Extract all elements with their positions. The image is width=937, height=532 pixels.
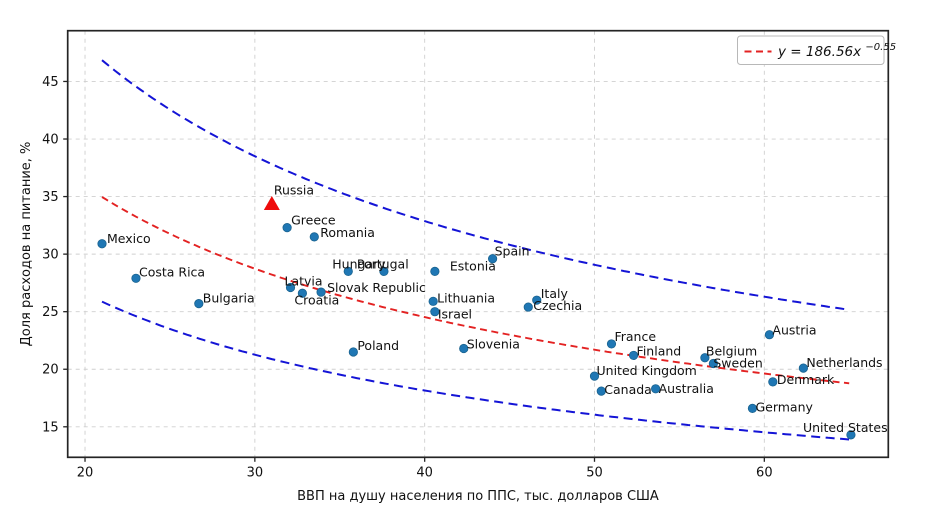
point-label-italy: Italy (541, 286, 569, 301)
confidence-band-lower (101, 300, 850, 441)
point-label-estonia: Estonia (450, 258, 496, 273)
y-tick-label: 35 (42, 190, 59, 205)
curves-layer (101, 59, 850, 441)
point-label-russia: Russia (274, 182, 314, 197)
point-russia (263, 195, 280, 210)
point-label-croatia: Croatia (294, 292, 339, 307)
legend-formula: y = 186.56x −0.55 (777, 42, 896, 60)
plot-border (66, 29, 890, 459)
point-italy (532, 295, 542, 305)
x-tick-label: 50 (586, 465, 603, 480)
x-tick-label: 60 (756, 465, 773, 480)
point-label-united-kingdom: United Kingdom (597, 363, 697, 378)
point-poland (348, 347, 358, 357)
point-label-slovenia: Slovenia (467, 337, 520, 352)
point-label-slovak-republic: Slovak Republic (327, 280, 426, 295)
y-tick-label: 20 (42, 363, 59, 378)
point-lithuania (428, 296, 438, 306)
y-axis-label: Доля расходов на питание, % (19, 142, 34, 347)
point-slovenia (459, 343, 469, 354)
point-germany (747, 403, 758, 413)
point-label-sweden: Sweden (713, 355, 762, 370)
point-label-united-states: United States (803, 420, 888, 435)
y-tick-label: 15 (42, 420, 59, 435)
point-label-germany: Germany (755, 399, 813, 414)
legend-formula-exponent: −0.55 (865, 42, 896, 53)
point-label-austria: Austria (772, 323, 816, 338)
y-tick-label: 40 (42, 133, 59, 148)
point-united-kingdom (589, 371, 600, 381)
point-canada (596, 386, 606, 396)
point-label-greece: Greece (291, 213, 336, 228)
y-tick-label: 25 (42, 305, 59, 320)
point-label-denmark: Denmark (777, 372, 835, 387)
point-label-lithuania: Lithuania (437, 290, 495, 305)
point-label-portugal: Portugal (357, 256, 409, 271)
point-label-costa-rica: Costa Rica (139, 264, 205, 279)
point-label-mexico: Mexico (107, 231, 151, 246)
point-france (606, 339, 617, 349)
point-sweden (708, 358, 718, 369)
point-label-netherlands: Netherlands (806, 355, 882, 370)
point-denmark (768, 377, 778, 387)
point-australia (651, 384, 661, 394)
point-label-romania: Romania (320, 225, 375, 240)
x-tick-label: 20 (77, 465, 94, 480)
point-label-finland: Finland (637, 343, 682, 358)
labels-layer: Mexico Costa Rica Bulgaria Russia GreeceRoma… (107, 182, 888, 434)
trend-line (101, 196, 850, 385)
point-label-bulgaria: Bulgaria (203, 291, 255, 306)
y-tick-label: 30 (42, 248, 59, 263)
point-label-poland: Poland (357, 338, 399, 353)
point-label-hungary: Hungary (332, 256, 386, 271)
point-austria (764, 330, 775, 340)
legend: y = 186.56x −0.55 (737, 35, 896, 65)
point-label-latvia: Latvia (285, 274, 323, 289)
point-label-france: France (614, 329, 656, 344)
x-axis-label: ВВП на душу населения по ППС, тыс. долла… (297, 489, 659, 504)
point-slovak-republic (316, 287, 326, 297)
point-netherlands (798, 363, 808, 373)
point-estonia (430, 266, 440, 276)
point-costa-rica (131, 273, 141, 283)
point-croatia (297, 288, 307, 298)
point-label-czechia: Czechia (533, 298, 582, 313)
point-finland (628, 350, 639, 361)
point-label-belgium: Belgium (706, 344, 757, 359)
y-tick-label: 45 (42, 75, 59, 90)
point-mexico (97, 239, 107, 249)
point-label-spain: Spain (495, 244, 530, 259)
point-latvia (285, 282, 296, 293)
point-united-states (846, 430, 856, 440)
x-tick-label: 40 (416, 465, 433, 480)
point-czechia (523, 302, 533, 312)
point-portugal (379, 266, 389, 276)
point-belgium (700, 353, 710, 363)
point-spain (488, 254, 498, 264)
x-tick-label: 30 (247, 465, 264, 480)
legend-box (737, 35, 885, 65)
grid-layer (67, 30, 889, 458)
point-label-australia: Australia (659, 381, 714, 396)
legend-formula-base: y = 186.56x (777, 44, 862, 60)
point-greece (282, 223, 292, 233)
point-romania (309, 232, 319, 242)
axes-layer: 20 30 40 50 60 15 20 25 30 35 40 45 (42, 29, 890, 480)
point-label-israel: Israel (438, 307, 472, 322)
points-layer (97, 195, 856, 440)
point-hungary (343, 266, 353, 276)
confidence-band-upper (101, 59, 850, 311)
point-israel (430, 307, 440, 317)
point-label-canada: Canada (604, 382, 652, 397)
point-bulgaria (194, 299, 204, 309)
